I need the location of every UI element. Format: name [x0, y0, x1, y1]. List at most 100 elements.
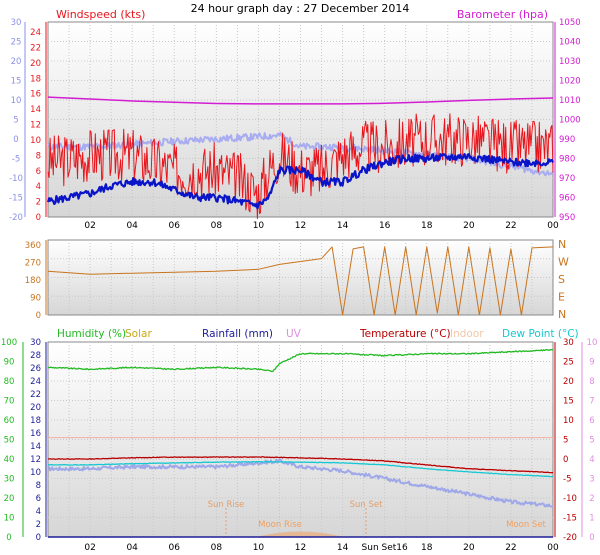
x-tick-label: 22: [505, 221, 516, 231]
x-tick-label: 14: [337, 543, 349, 553]
windspeed-tick: 2: [36, 198, 41, 208]
feels-like-tick: -10: [9, 174, 23, 184]
humidity-tick: 70: [4, 397, 15, 407]
rainfall-tick: 2: [36, 520, 41, 530]
x-tick-label: 00: [547, 543, 559, 553]
x-tick-label: 12: [295, 221, 306, 231]
x-tick-label: 22: [505, 543, 516, 553]
barometer-tick: 970: [559, 174, 575, 184]
x-tick-label: 18: [421, 221, 433, 231]
temperature-tick: 20: [563, 377, 574, 387]
barometer-label: Barometer (hpa): [457, 8, 548, 21]
temperature-axis: 30 25 20 15 10 5 0 -5 -10 -15 -20: [563, 338, 577, 543]
uv-tick: 2: [589, 494, 594, 504]
temperature-tick: -15: [563, 514, 577, 524]
astronomy-markers: Sun Rise Sun Set Moon Rise Moon Set: [208, 500, 547, 537]
windspeed-tick: 14: [30, 105, 41, 115]
barometer-tick: 1020: [559, 77, 581, 87]
compass-label: N: [558, 308, 566, 321]
uv-tick: 7: [589, 397, 594, 407]
moon-arc: [256, 531, 344, 537]
direction-degree-tick: 360: [25, 241, 41, 251]
humidity-tick: 10: [4, 514, 15, 524]
x-tick-label: 10: [253, 221, 265, 231]
wind-direction-line: [47, 246, 554, 316]
windspeed-tick: 16: [30, 90, 41, 100]
x-tick-label: 06: [169, 543, 181, 553]
climate-legend: Humidity (%) Solar Rainfall (mm) UV Temp…: [57, 328, 579, 340]
windspeed-tick: 22: [30, 43, 41, 53]
temperature-tick: -10: [563, 494, 577, 504]
humidity-tick: 30: [4, 475, 15, 485]
x-tick-label: 04: [126, 221, 138, 231]
x-tick-label: 08: [211, 543, 223, 553]
climate-panel: Humidity (%) Solar Rainfall (mm) UV Temp…: [1, 328, 598, 553]
direction-series: [47, 246, 554, 316]
x-tick-label: 20: [463, 221, 475, 231]
direction-degree-tick: 270: [25, 259, 41, 269]
barometer-tick: 1010: [559, 96, 581, 106]
windspeed-label: Windspeed (kts): [56, 8, 145, 21]
rainfall-tick: 12: [30, 455, 41, 465]
x-tick-label: 18: [421, 543, 433, 553]
windspeed-line: [47, 113, 554, 220]
rainfall-tick: 30: [30, 338, 41, 348]
feels-like-tick: 0: [13, 135, 18, 145]
humidity-tick: 90: [4, 358, 15, 368]
x-tick-label: 08: [211, 221, 223, 231]
rainfall-tick: 28: [30, 351, 41, 361]
barometer-tick: 950: [559, 213, 575, 223]
temperature-tick: -20: [563, 533, 577, 543]
barometer-tick: 990: [559, 135, 575, 145]
humidity-line: [47, 349, 554, 373]
x-tick-label: 16: [379, 221, 391, 231]
uv-tick: 0: [589, 533, 594, 543]
barometer-tick: 1030: [559, 57, 581, 67]
direction-grid: [48, 240, 553, 315]
windspeed-tick: 18: [30, 74, 41, 84]
compass-label: S: [558, 273, 565, 286]
rainfall-tick: 22: [30, 390, 41, 400]
legend-uv: UV: [286, 328, 302, 340]
humidity-tick: 80: [4, 377, 15, 387]
barometer-tick: 1000: [559, 116, 581, 126]
rainfall-tick: 24: [30, 377, 41, 387]
rainfall-tick: 26: [30, 364, 41, 374]
climate-x-axis: 02 04 06 08 10 12 14 Sun Set16 18 20 22 00: [84, 543, 559, 553]
rainfall-tick: 4: [36, 507, 41, 517]
feels-like-axis: 30 25 20 15 10 5 0 -5 -10 -15 -20: [9, 18, 23, 223]
uv-tick: 3: [589, 475, 594, 485]
rainfall-tick: 0: [36, 533, 41, 543]
humidity-tick: 20: [4, 494, 15, 504]
feels-like-tick: -5: [12, 155, 20, 165]
direction-degree-tick: 0: [36, 311, 41, 321]
direction-degree-tick: 180: [25, 276, 41, 286]
x-tick-label: 06: [169, 221, 181, 231]
legend-indoor: Indoor: [450, 328, 484, 340]
rainfall-tick: 18: [30, 416, 41, 426]
average-wind-line: [46, 153, 554, 210]
feels-like-tick: 10: [11, 96, 22, 106]
climate-grid: [48, 342, 553, 537]
sun-set-label: Sun Set: [350, 500, 383, 510]
x-tick-label: 10: [253, 543, 265, 553]
barometer-axis: 1050 1040 1030 1020 1010 1000 990 980 970 960 950: [559, 18, 581, 223]
rainfall-tick: 14: [30, 442, 41, 452]
dewpoint-line: [47, 460, 554, 478]
windspeed-tick: 8: [36, 151, 41, 161]
direction-degree-axis: 360 270 180 90 0: [25, 241, 41, 321]
temperature-tick: 0: [563, 455, 568, 465]
uv-tick: 10: [587, 338, 598, 348]
temperature-tick: 15: [563, 397, 574, 407]
rainfall-tick: 16: [30, 429, 41, 439]
feels-like-tick: 15: [11, 77, 22, 87]
uv-tick: 4: [589, 455, 594, 465]
temperature-line: [47, 456, 553, 474]
temperature-tick: 30: [563, 338, 574, 348]
